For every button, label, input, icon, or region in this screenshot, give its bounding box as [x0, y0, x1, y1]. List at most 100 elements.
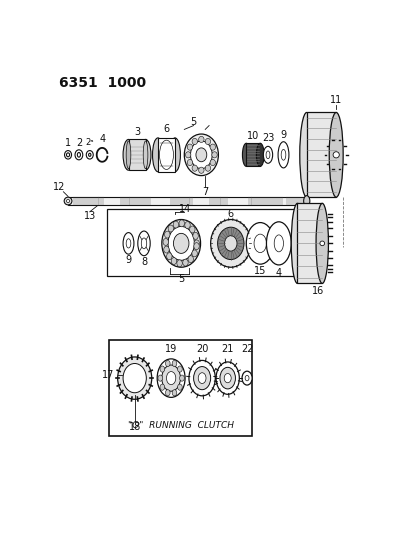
Ellipse shape [192, 250, 197, 257]
Text: 16: 16 [312, 286, 324, 296]
Ellipse shape [171, 257, 177, 264]
Ellipse shape [180, 375, 184, 381]
Ellipse shape [194, 243, 199, 249]
Ellipse shape [242, 371, 252, 385]
Ellipse shape [333, 152, 339, 158]
Ellipse shape [188, 256, 193, 263]
Ellipse shape [274, 235, 284, 252]
Ellipse shape [126, 141, 131, 168]
Ellipse shape [172, 360, 177, 367]
Ellipse shape [126, 239, 131, 248]
Text: 1: 1 [65, 138, 71, 148]
Text: 17: 17 [102, 370, 115, 380]
Text: 20: 20 [196, 344, 208, 354]
Ellipse shape [166, 360, 170, 367]
Bar [129, 140, 146, 170]
Text: 3: 3 [134, 127, 140, 137]
Ellipse shape [196, 148, 207, 161]
Ellipse shape [194, 240, 200, 247]
Ellipse shape [190, 226, 195, 233]
Text: 4: 4 [276, 268, 282, 278]
Text: 10: 10 [247, 131, 259, 141]
Ellipse shape [210, 144, 215, 150]
Ellipse shape [164, 246, 169, 253]
Text: 19: 19 [165, 344, 177, 354]
Text: 15: 15 [254, 266, 266, 276]
Text: 14: 14 [179, 205, 191, 214]
Ellipse shape [158, 375, 163, 381]
Ellipse shape [316, 203, 328, 284]
Ellipse shape [160, 140, 173, 169]
Ellipse shape [141, 238, 147, 249]
Ellipse shape [263, 147, 273, 163]
Ellipse shape [78, 152, 80, 157]
Ellipse shape [199, 167, 204, 173]
Ellipse shape [329, 112, 343, 197]
Ellipse shape [212, 152, 217, 158]
Ellipse shape [160, 384, 165, 390]
Ellipse shape [163, 238, 169, 245]
Ellipse shape [304, 196, 310, 206]
Ellipse shape [187, 159, 193, 166]
Ellipse shape [291, 203, 304, 284]
Ellipse shape [224, 236, 237, 251]
Ellipse shape [75, 150, 83, 160]
Text: 23: 23 [262, 133, 274, 143]
Ellipse shape [177, 384, 182, 390]
Ellipse shape [166, 253, 172, 260]
Ellipse shape [256, 143, 264, 166]
Text: 13: 13 [84, 212, 96, 221]
Ellipse shape [189, 360, 215, 396]
Text: "O"  RUNNING  CLUTCH: "O" RUNNING CLUTCH [128, 422, 234, 430]
Ellipse shape [168, 225, 173, 232]
Ellipse shape [191, 141, 212, 168]
Ellipse shape [216, 362, 239, 394]
Text: 12: 12 [53, 182, 65, 192]
Ellipse shape [242, 143, 250, 166]
Bar [307, 112, 336, 197]
Text: 18: 18 [129, 422, 141, 432]
Ellipse shape [118, 357, 152, 399]
Ellipse shape [185, 222, 190, 229]
Ellipse shape [199, 136, 204, 142]
Ellipse shape [266, 222, 291, 265]
Ellipse shape [210, 159, 215, 166]
Text: 22: 22 [241, 344, 253, 354]
Ellipse shape [172, 390, 177, 396]
Bar [109, 340, 253, 436]
Ellipse shape [281, 149, 286, 160]
Text: 7: 7 [202, 187, 208, 197]
Ellipse shape [64, 197, 72, 205]
Text: 6351  1000: 6351 1000 [59, 76, 146, 90]
Text: 8: 8 [141, 257, 147, 267]
Ellipse shape [320, 241, 325, 246]
Ellipse shape [220, 367, 235, 389]
Text: 5: 5 [178, 274, 184, 284]
Ellipse shape [205, 139, 211, 144]
Ellipse shape [162, 220, 201, 267]
Text: 5: 5 [191, 117, 197, 127]
Ellipse shape [89, 154, 91, 156]
Text: 9: 9 [280, 130, 286, 140]
Text: 6: 6 [228, 209, 234, 219]
Ellipse shape [166, 390, 170, 396]
Ellipse shape [166, 372, 176, 385]
Ellipse shape [179, 220, 184, 227]
Text: 2ᵃ: 2ᵃ [85, 138, 94, 147]
Text: 2: 2 [76, 138, 82, 148]
Ellipse shape [138, 231, 150, 256]
Ellipse shape [183, 259, 188, 266]
Ellipse shape [164, 231, 170, 238]
Ellipse shape [162, 365, 180, 391]
Ellipse shape [123, 364, 146, 393]
Ellipse shape [278, 142, 289, 168]
Ellipse shape [140, 140, 151, 170]
Ellipse shape [160, 366, 165, 372]
Ellipse shape [86, 151, 93, 159]
Ellipse shape [143, 141, 148, 168]
Ellipse shape [187, 144, 193, 150]
Ellipse shape [67, 153, 70, 157]
Ellipse shape [193, 232, 198, 239]
Ellipse shape [245, 375, 249, 381]
Text: 11: 11 [330, 95, 342, 105]
